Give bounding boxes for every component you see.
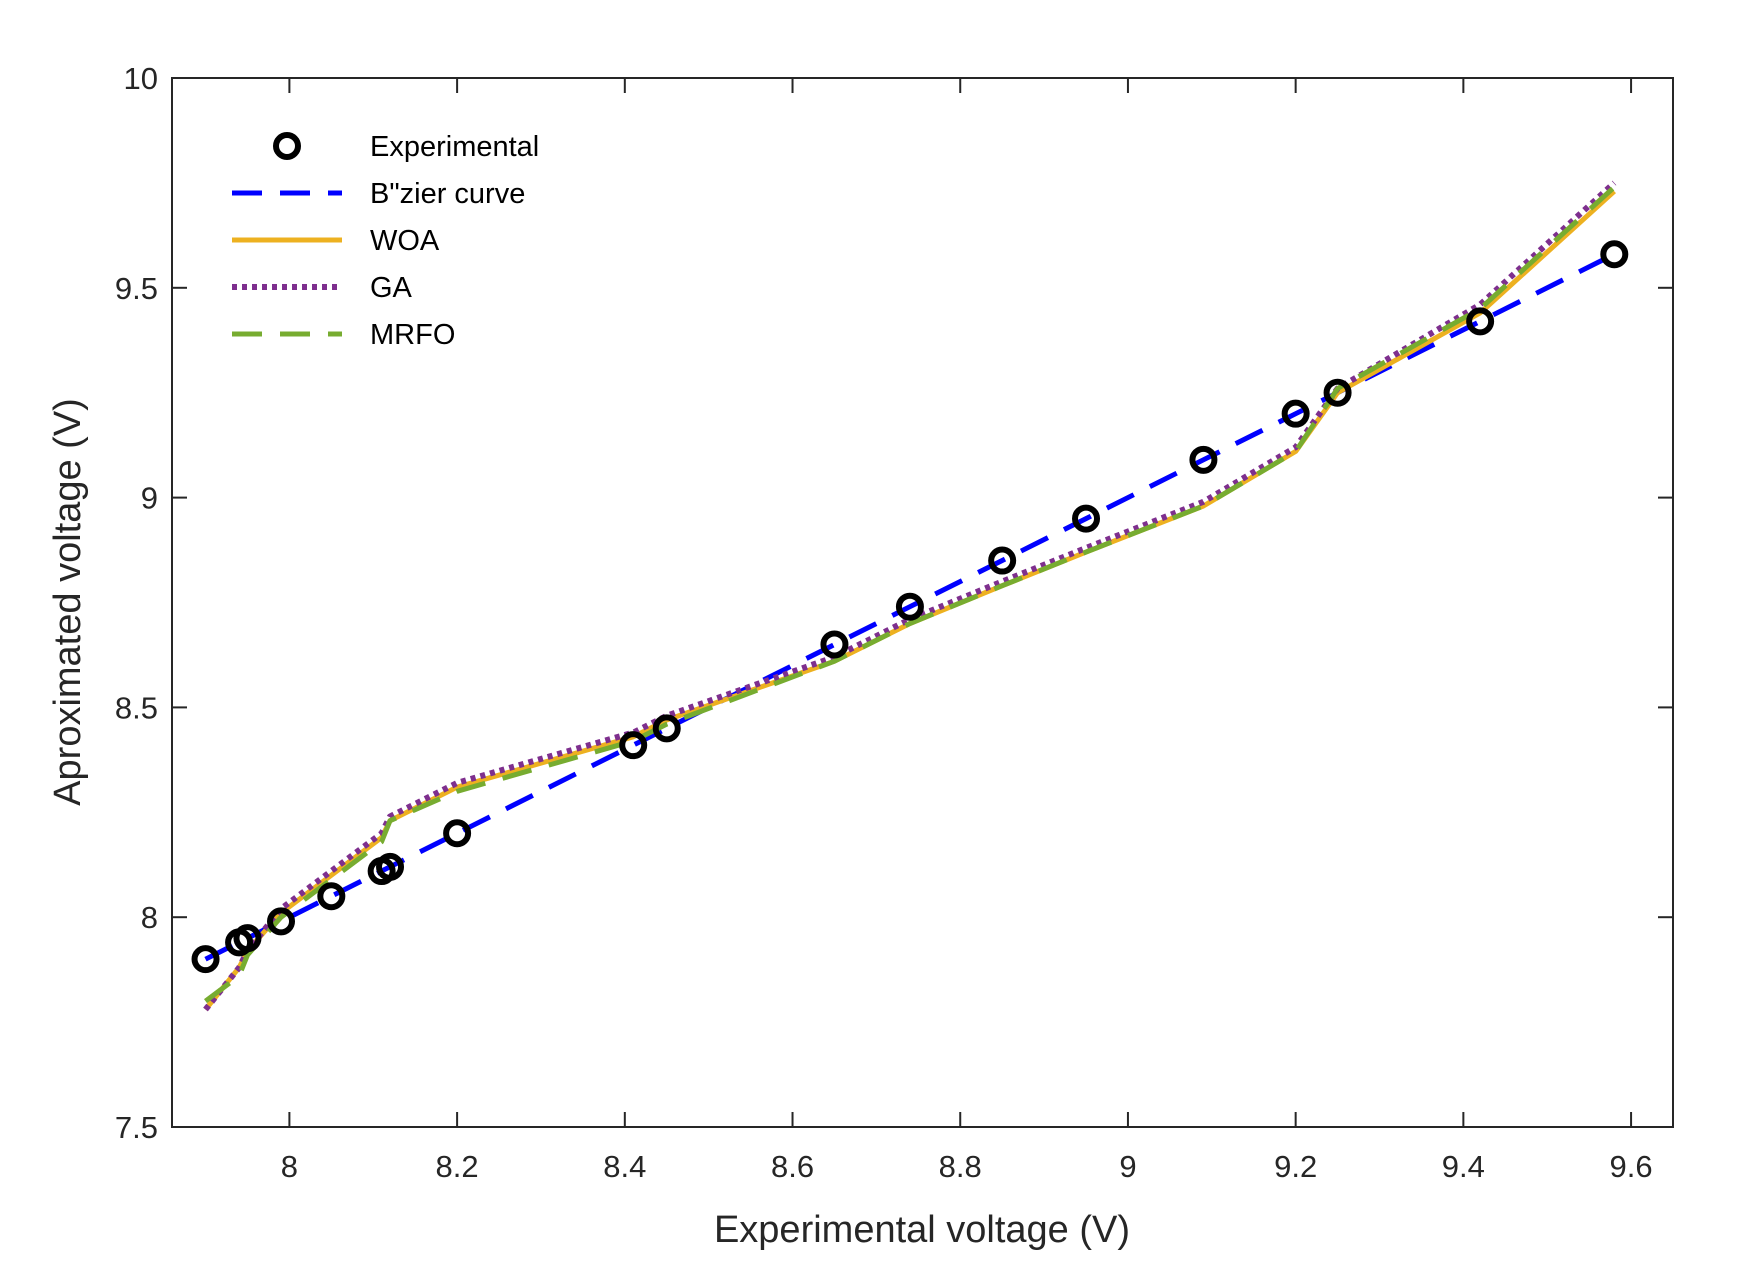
legend-label: B"zier curve [370, 178, 525, 210]
x-tick-label: 8 [281, 1149, 298, 1184]
series-line-b-zier-curve [204, 251, 1616, 962]
legend-label: GA [370, 272, 413, 304]
experimental-point [1281, 399, 1310, 428]
experimental-point [1072, 504, 1101, 533]
x-tick-label: 8.6 [771, 1149, 814, 1184]
x-tick-label: 8.4 [603, 1149, 646, 1184]
legend-label: Experimental [370, 131, 539, 163]
experimental-point [191, 945, 220, 974]
series-line-ga [203, 180, 1617, 1012]
x-axis-title: Experimental voltage (V) [714, 1209, 1130, 1251]
experimental-point [895, 592, 924, 621]
legend: Experimental B"zier curve WOA GA MRFO [232, 131, 539, 351]
y-tick-label: 8.5 [115, 690, 158, 725]
legend-marker [273, 132, 301, 160]
experimental-point [1189, 445, 1218, 474]
y-tick-label: 8 [141, 900, 158, 935]
x-tick-label: 9.2 [1274, 1149, 1317, 1184]
plot-content [191, 180, 1629, 1012]
experimental-point [376, 852, 405, 881]
experimental-point [267, 907, 296, 936]
x-tick-label: 8.2 [436, 1149, 479, 1184]
y-tick-label: 10 [124, 61, 158, 96]
y-axis-title: Aproximated voltage (V) [47, 398, 89, 806]
x-tick-label: 9.4 [1442, 1149, 1485, 1184]
experimental-point [1466, 307, 1495, 336]
x-tick-label: 9.6 [1610, 1149, 1653, 1184]
experimental-point [233, 924, 262, 953]
experimental-point [820, 630, 849, 659]
y-axis: 7.5 8 8.5 9 9.5 10 [115, 61, 1673, 1145]
experimental-point [1323, 378, 1352, 407]
x-axis: 8 8.2 8.4 8.6 8.8 9 9.2 9.4 9.6 [281, 78, 1653, 1184]
legend-label: WOA [370, 225, 440, 257]
experimental-point [988, 546, 1017, 575]
experimental-point [652, 714, 681, 743]
y-tick-label: 9.5 [115, 271, 158, 306]
x-tick-label: 9 [1119, 1149, 1136, 1184]
y-tick-label: 9 [141, 481, 158, 516]
experimental-point [1600, 240, 1629, 269]
experimental-point [443, 819, 472, 848]
legend-label: MRFO [370, 319, 455, 351]
experimental-point [317, 882, 346, 911]
x-tick-label: 8.8 [939, 1149, 982, 1184]
experimental-point [619, 731, 648, 760]
y-tick-label: 7.5 [115, 1110, 158, 1145]
series-line-mrfo [204, 185, 1616, 1004]
